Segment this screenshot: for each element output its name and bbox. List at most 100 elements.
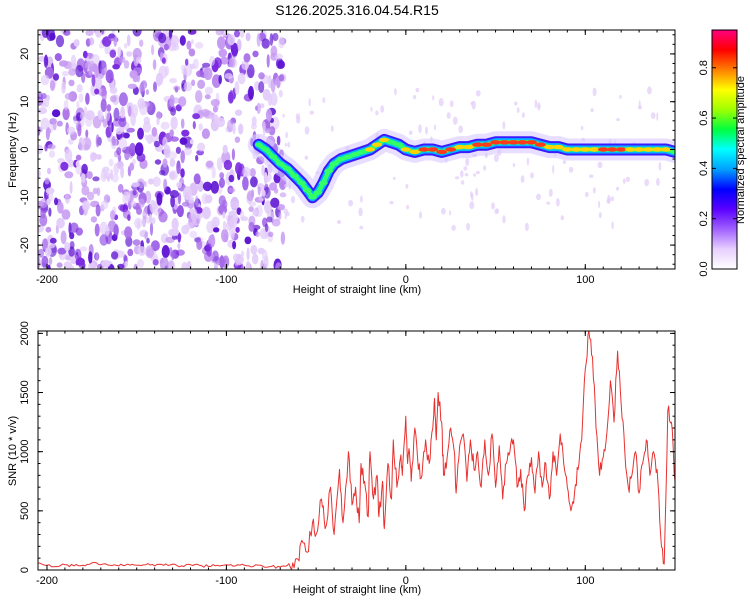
noise-blob [261,189,266,197]
ridge-point [445,147,457,152]
noise-blob [159,170,166,176]
ridge-point [642,147,654,152]
noise-blob [111,135,116,147]
noise-blob [88,251,93,264]
noise-speck [622,178,626,184]
noise-blob [116,147,122,156]
noise-speck [638,100,641,109]
ridge-point [393,142,404,147]
noise-blob [127,248,134,257]
noise-blob [107,220,117,232]
noise-speck [451,224,456,231]
noise-speck [524,222,529,232]
noise-speck [449,100,454,108]
noise-blob [100,200,109,210]
spectrogram-y-tick-label: -10 [19,189,31,205]
noise-blob [216,117,225,128]
noise-blob [255,231,260,238]
noise-speck [432,95,435,101]
noise-blob [38,107,47,115]
noise-blob [189,139,194,145]
noise-blob [104,44,111,55]
noise-blob [94,88,100,95]
noise-blob [202,181,212,192]
noise-blob [148,178,154,185]
noise-blob [158,32,167,44]
snr-series-line [38,331,675,570]
noise-speck [425,126,428,135]
noise-blob [105,225,110,236]
noise-speck [494,208,499,215]
noise-blob [95,30,102,38]
noise-blob [238,256,244,263]
noise-blob [175,249,185,256]
noise-blob [106,104,112,112]
noise-blob [109,122,113,134]
noise-blob [120,165,124,179]
spectrogram-y-tick-label: 20 [19,48,31,60]
noise-blob [278,74,285,82]
noise-blob [258,81,265,93]
noise-blob [38,256,41,269]
noise-blob [174,86,179,93]
noise-blob [256,33,261,47]
noise-blob [252,253,259,265]
noise-blob [266,54,270,68]
noise-blob [139,39,144,47]
noise-blob [239,210,245,220]
ridge-point [372,142,383,147]
noise-blob [279,192,287,198]
noise-blob [110,95,117,103]
noise-blob [169,77,178,84]
noise-blob [92,176,100,182]
ridge-point [318,180,328,186]
noise-blob [62,107,70,121]
noise-blob [82,50,88,59]
noise-speck [590,108,594,113]
noise-blob [40,198,48,209]
noise-blob [170,107,177,116]
noise-blob [216,157,223,171]
noise-speck [656,177,660,186]
snr-series-layer [38,331,675,570]
noise-blob [48,150,56,158]
noise-blob [76,101,80,109]
noise-blob [176,181,183,189]
noise-speck [470,101,474,105]
noise-blob [162,158,168,168]
noise-speck [460,180,465,185]
noise-blob [88,66,93,76]
ridge-point [436,149,448,155]
noise-speck [656,112,659,121]
noise-blob [230,229,235,241]
noise-speck [464,173,469,177]
noise-speck [463,166,468,171]
ridge-point [400,147,411,152]
noise-speck [290,195,296,204]
noise-blob [68,79,75,87]
noise-blob [218,48,228,58]
noise-speck [534,99,538,109]
noise-blob [124,260,129,268]
noise-blob [131,182,140,188]
noise-blob [127,105,132,117]
noise-blob [123,254,128,263]
noise-blob [265,128,271,134]
ridge-point [358,149,368,155]
noise-blob [47,167,51,175]
noise-blob [220,56,229,65]
noise-blob [185,58,189,66]
noise-blob [69,181,73,194]
noise-blob [169,190,179,198]
noise-blob [75,160,80,167]
noise-blob [222,211,226,219]
noise-blob [143,116,150,125]
noise-blob [179,137,188,145]
noise-blob [119,204,129,213]
noise-speck [538,104,541,109]
noise-blob [223,159,233,171]
noise-blob [179,35,186,46]
noise-blob [47,243,56,249]
noise-blob [239,30,245,38]
